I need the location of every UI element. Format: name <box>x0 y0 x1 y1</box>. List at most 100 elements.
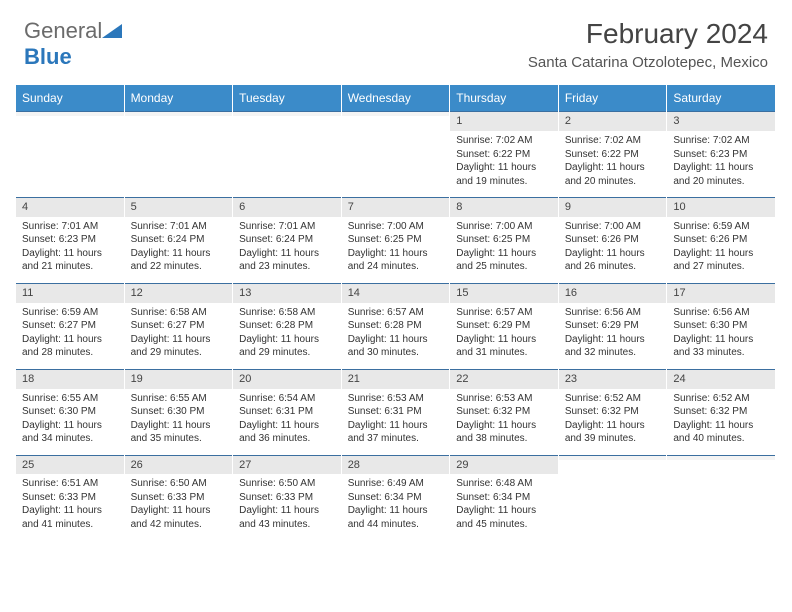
sunrise-text: Sunrise: 6:56 AM <box>565 306 661 320</box>
day-cell: 1Sunrise: 7:02 AMSunset: 6:22 PMDaylight… <box>450 111 559 197</box>
day-cell: 29Sunrise: 6:48 AMSunset: 6:34 PMDayligh… <box>450 455 559 541</box>
sunrise-text: Sunrise: 7:01 AM <box>131 220 227 234</box>
sunset-text: Sunset: 6:24 PM <box>131 233 227 247</box>
sunrise-text: Sunrise: 7:00 AM <box>456 220 552 234</box>
sunset-text: Sunset: 6:30 PM <box>673 319 769 333</box>
day-body <box>16 116 124 182</box>
day-body: Sunrise: 6:57 AMSunset: 6:29 PMDaylight:… <box>450 303 558 369</box>
brand-triangle-icon <box>102 24 122 38</box>
sunrise-text: Sunrise: 6:58 AM <box>239 306 335 320</box>
day-number: 5 <box>125 197 233 217</box>
day-cell: 12Sunrise: 6:58 AMSunset: 6:27 PMDayligh… <box>125 283 234 369</box>
day-number: 23 <box>559 369 667 389</box>
sunset-text: Sunset: 6:23 PM <box>22 233 118 247</box>
sunrise-text: Sunrise: 6:54 AM <box>239 392 335 406</box>
day-cell: 10Sunrise: 6:59 AMSunset: 6:26 PMDayligh… <box>667 197 776 283</box>
day-body <box>233 116 341 182</box>
week-row: 25Sunrise: 6:51 AMSunset: 6:33 PMDayligh… <box>16 455 776 541</box>
sunrise-text: Sunrise: 6:57 AM <box>456 306 552 320</box>
sunset-text: Sunset: 6:31 PM <box>348 405 444 419</box>
day-number: 28 <box>342 455 450 475</box>
daylight-text: Daylight: 11 hours and 39 minutes. <box>565 419 661 446</box>
daylight-text: Daylight: 11 hours and 30 minutes. <box>348 333 444 360</box>
sunset-text: Sunset: 6:25 PM <box>456 233 552 247</box>
day-body: Sunrise: 7:02 AMSunset: 6:22 PMDaylight:… <box>559 131 667 197</box>
day-cell: 5Sunrise: 7:01 AMSunset: 6:24 PMDaylight… <box>125 197 234 283</box>
daylight-text: Daylight: 11 hours and 35 minutes. <box>131 419 227 446</box>
brand-part2: Blue <box>24 44 72 69</box>
daylight-text: Daylight: 11 hours and 21 minutes. <box>22 247 118 274</box>
sunrise-text: Sunrise: 6:49 AM <box>348 477 444 491</box>
day-body: Sunrise: 6:52 AMSunset: 6:32 PMDaylight:… <box>559 389 667 455</box>
sunrise-text: Sunrise: 6:55 AM <box>22 392 118 406</box>
sunrise-text: Sunrise: 6:52 AM <box>565 392 661 406</box>
day-body: Sunrise: 6:58 AMSunset: 6:27 PMDaylight:… <box>125 303 233 369</box>
header: General Blue February 2024 Santa Catarin… <box>0 0 792 77</box>
day-cell: 13Sunrise: 6:58 AMSunset: 6:28 PMDayligh… <box>233 283 342 369</box>
day-cell: 15Sunrise: 6:57 AMSunset: 6:29 PMDayligh… <box>450 283 559 369</box>
sunset-text: Sunset: 6:26 PM <box>565 233 661 247</box>
empty-cell <box>233 111 342 197</box>
day-number: 27 <box>233 455 341 475</box>
day-number: 22 <box>450 369 558 389</box>
sunrise-text: Sunrise: 6:59 AM <box>22 306 118 320</box>
daylight-text: Daylight: 11 hours and 43 minutes. <box>239 504 335 531</box>
sunrise-text: Sunrise: 6:50 AM <box>131 477 227 491</box>
day-cell: 22Sunrise: 6:53 AMSunset: 6:32 PMDayligh… <box>450 369 559 455</box>
brand-logo: General Blue <box>24 18 122 70</box>
day-cell: 23Sunrise: 6:52 AMSunset: 6:32 PMDayligh… <box>559 369 668 455</box>
day-number: 9 <box>559 197 667 217</box>
daylight-text: Daylight: 11 hours and 20 minutes. <box>565 161 661 188</box>
day-body: Sunrise: 6:55 AMSunset: 6:30 PMDaylight:… <box>125 389 233 455</box>
sunset-text: Sunset: 6:25 PM <box>348 233 444 247</box>
day-header-sunday: Sunday <box>16 85 125 111</box>
day-cell: 18Sunrise: 6:55 AMSunset: 6:30 PMDayligh… <box>16 369 125 455</box>
sunrise-text: Sunrise: 6:52 AM <box>673 392 769 406</box>
day-number: 13 <box>233 283 341 303</box>
day-number: 6 <box>233 197 341 217</box>
daylight-text: Daylight: 11 hours and 27 minutes. <box>673 247 769 274</box>
day-header-friday: Friday <box>559 85 668 111</box>
day-number: 26 <box>125 455 233 475</box>
day-number: 16 <box>559 283 667 303</box>
sunset-text: Sunset: 6:29 PM <box>565 319 661 333</box>
empty-cell <box>667 455 776 541</box>
day-header-row: SundayMondayTuesdayWednesdayThursdayFrid… <box>16 85 776 111</box>
sunset-text: Sunset: 6:27 PM <box>22 319 118 333</box>
sunset-text: Sunset: 6:33 PM <box>22 491 118 505</box>
sunset-text: Sunset: 6:32 PM <box>565 405 661 419</box>
daylight-text: Daylight: 11 hours and 41 minutes. <box>22 504 118 531</box>
day-body: Sunrise: 7:00 AMSunset: 6:25 PMDaylight:… <box>342 217 450 283</box>
day-number: 12 <box>125 283 233 303</box>
sunrise-text: Sunrise: 6:56 AM <box>673 306 769 320</box>
daylight-text: Daylight: 11 hours and 42 minutes. <box>131 504 227 531</box>
sunset-text: Sunset: 6:33 PM <box>239 491 335 505</box>
empty-cell <box>342 111 451 197</box>
daylight-text: Daylight: 11 hours and 31 minutes. <box>456 333 552 360</box>
day-number: 11 <box>16 283 124 303</box>
sunrise-text: Sunrise: 6:53 AM <box>456 392 552 406</box>
daylight-text: Daylight: 11 hours and 38 minutes. <box>456 419 552 446</box>
sunset-text: Sunset: 6:32 PM <box>673 405 769 419</box>
sunset-text: Sunset: 6:33 PM <box>131 491 227 505</box>
daylight-text: Daylight: 11 hours and 34 minutes. <box>22 419 118 446</box>
day-body <box>125 116 233 182</box>
daylight-text: Daylight: 11 hours and 40 minutes. <box>673 419 769 446</box>
day-cell: 6Sunrise: 7:01 AMSunset: 6:24 PMDaylight… <box>233 197 342 283</box>
sunset-text: Sunset: 6:23 PM <box>673 148 769 162</box>
empty-cell <box>16 111 125 197</box>
day-cell: 11Sunrise: 6:59 AMSunset: 6:27 PMDayligh… <box>16 283 125 369</box>
daylight-text: Daylight: 11 hours and 19 minutes. <box>456 161 552 188</box>
day-cell: 4Sunrise: 7:01 AMSunset: 6:23 PMDaylight… <box>16 197 125 283</box>
daylight-text: Daylight: 11 hours and 26 minutes. <box>565 247 661 274</box>
day-number: 4 <box>16 197 124 217</box>
day-cell: 20Sunrise: 6:54 AMSunset: 6:31 PMDayligh… <box>233 369 342 455</box>
day-body: Sunrise: 6:59 AMSunset: 6:27 PMDaylight:… <box>16 303 124 369</box>
day-body: Sunrise: 6:51 AMSunset: 6:33 PMDaylight:… <box>16 474 124 540</box>
day-body: Sunrise: 6:58 AMSunset: 6:28 PMDaylight:… <box>233 303 341 369</box>
daylight-text: Daylight: 11 hours and 29 minutes. <box>131 333 227 360</box>
day-body: Sunrise: 6:53 AMSunset: 6:32 PMDaylight:… <box>450 389 558 455</box>
brand-text: General Blue <box>24 18 122 70</box>
day-body: Sunrise: 6:49 AMSunset: 6:34 PMDaylight:… <box>342 474 450 540</box>
day-body: Sunrise: 7:00 AMSunset: 6:26 PMDaylight:… <box>559 217 667 283</box>
